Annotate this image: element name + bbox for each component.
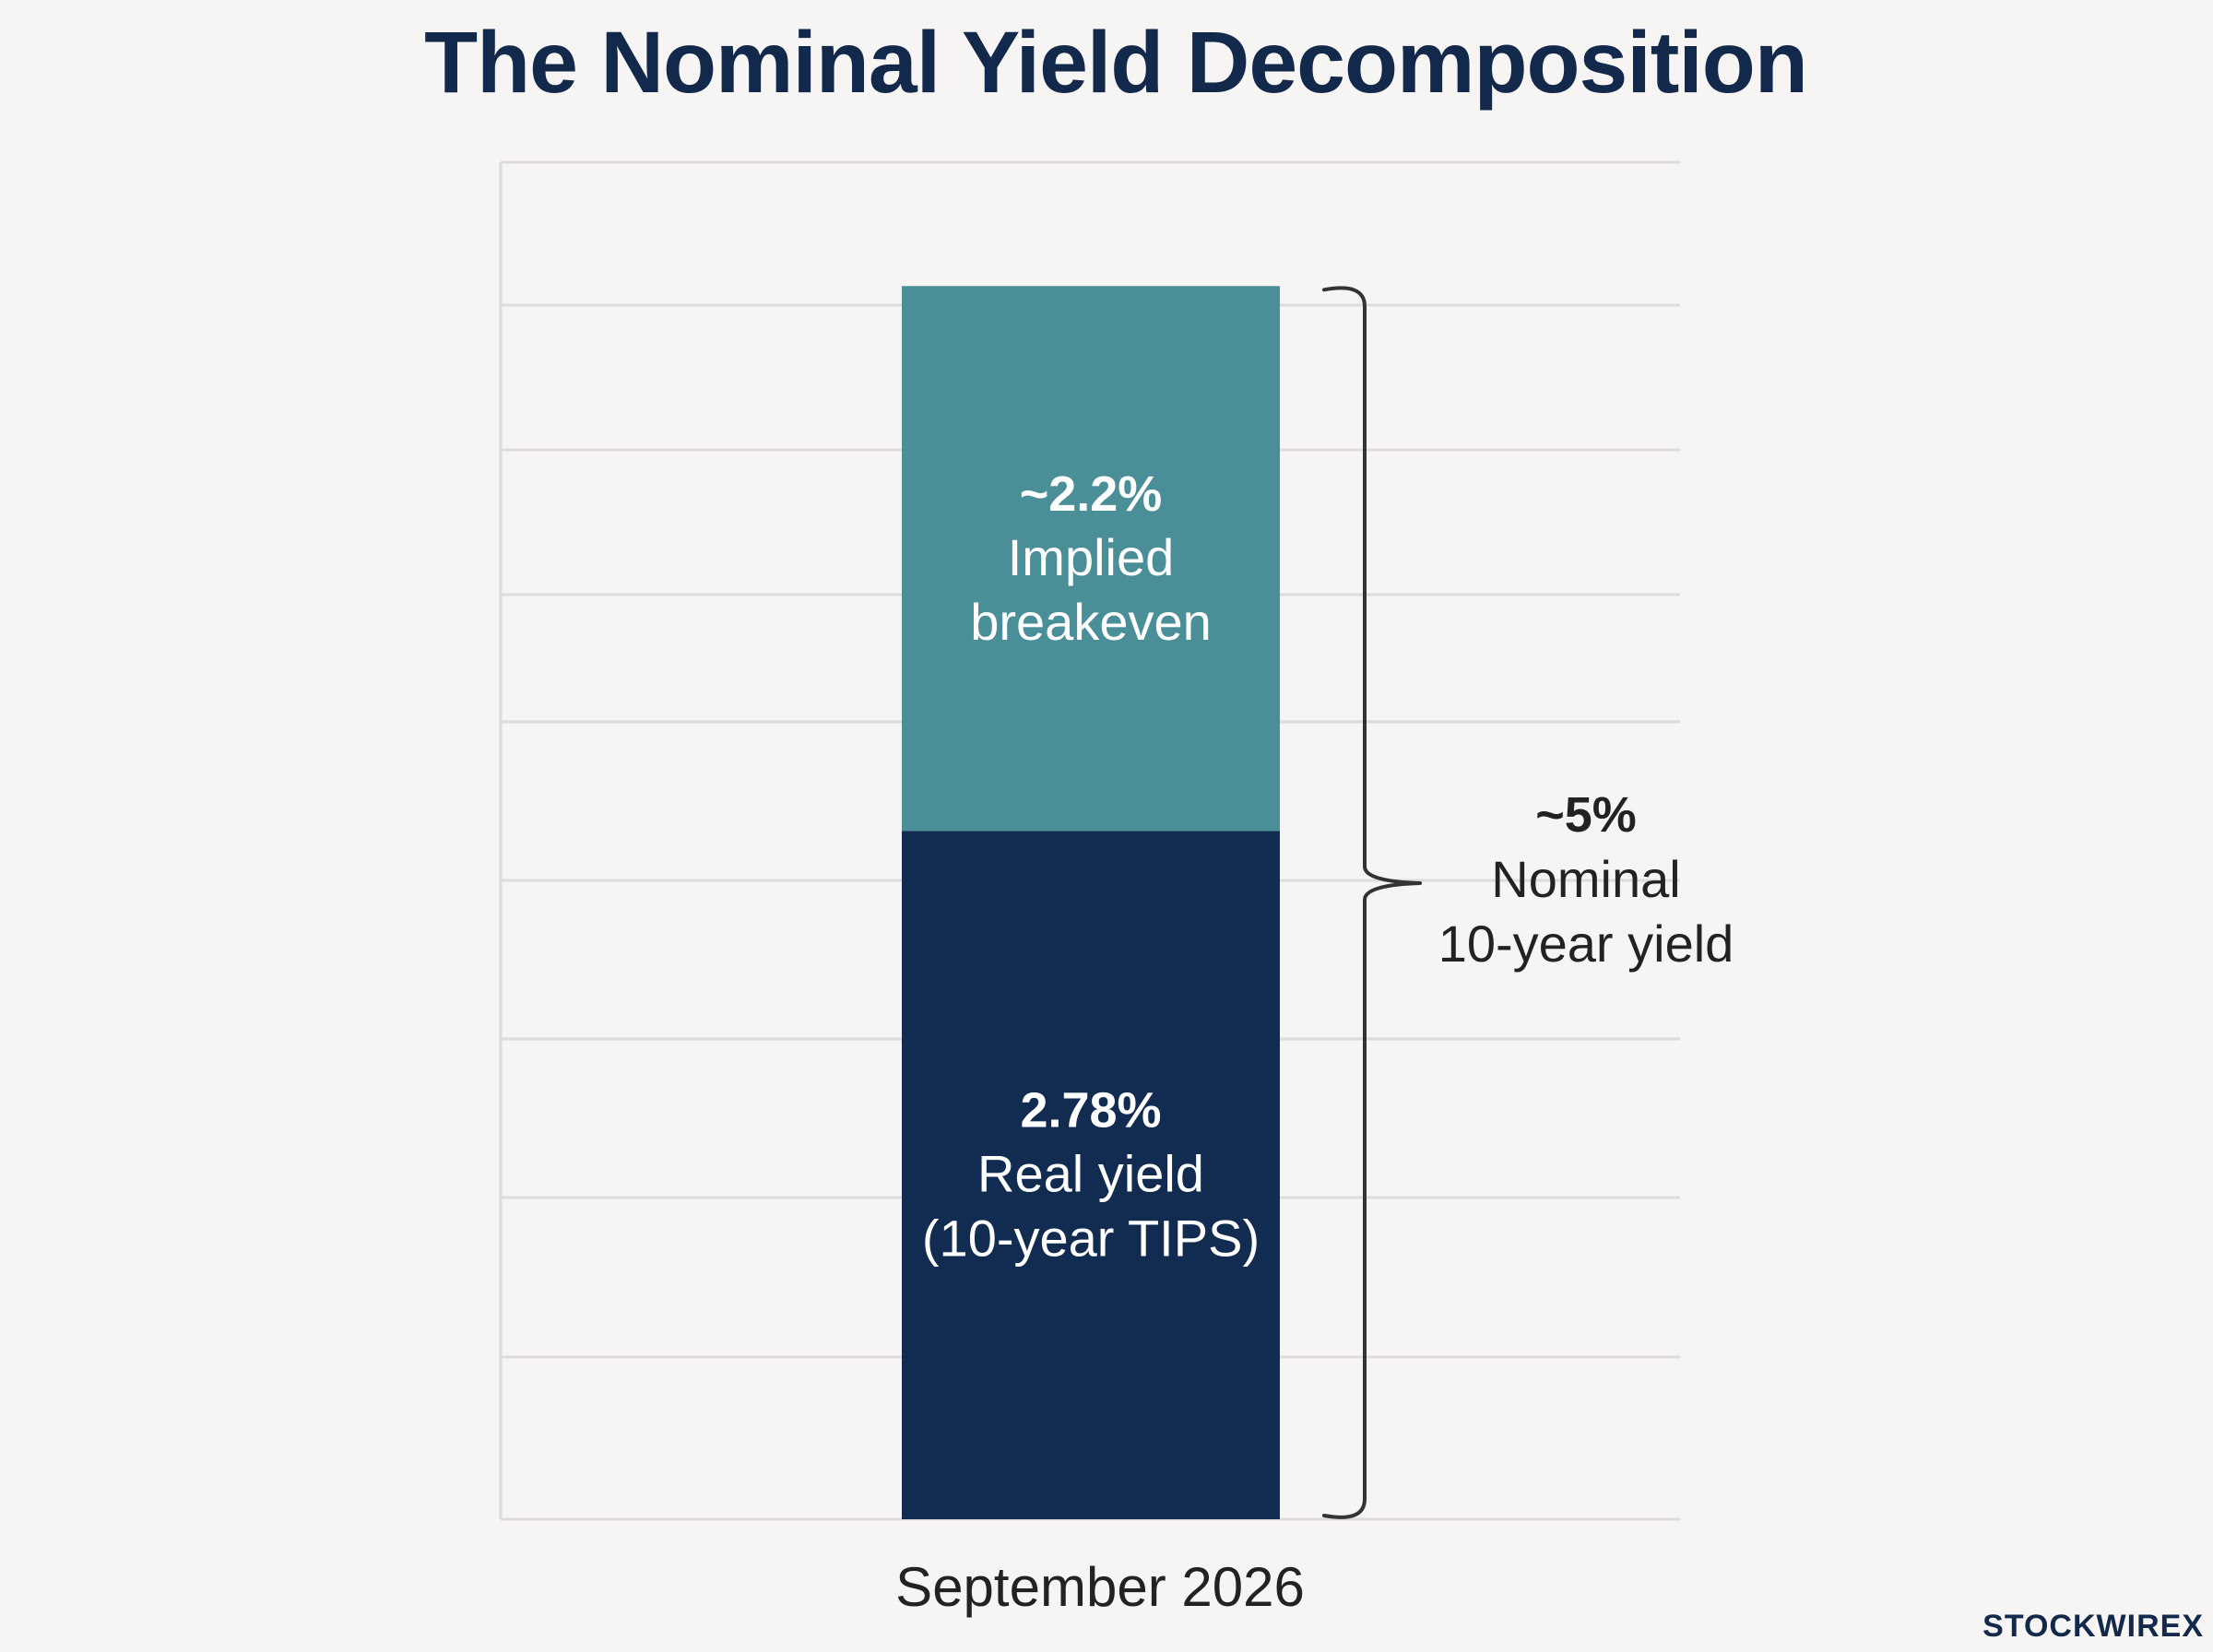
segment-name-label: Implied: [1008, 528, 1175, 586]
segment-name-label: (10-year TIPS): [922, 1210, 1260, 1268]
stacked-bar: [902, 286, 1280, 1519]
bar-segment-real-yield: [902, 831, 1280, 1519]
total-value-label: ~5%: [1535, 787, 1637, 843]
chart-title: The Nominal Yield Decomposition: [424, 14, 1808, 112]
segment-value-label: 2.78%: [1020, 1083, 1161, 1139]
segment-name-label: Real yield: [977, 1145, 1204, 1203]
total-bracket: ~5% Nominal 10-year yield: [1322, 286, 1734, 1519]
brand-logo: STOCKWIREX: [1982, 1609, 2204, 1645]
bar-segment-breakeven: [902, 286, 1280, 832]
curly-bracket: [1322, 286, 1422, 1519]
segment-labels: 2.78% Real yield (10-year TIPS) ~2.2% Implie…: [922, 466, 1260, 1268]
x-category-label: September 2026: [895, 1556, 1305, 1618]
segment-name-label: breakeven: [970, 593, 1212, 651]
total-name-label: 10-year yield: [1438, 914, 1734, 973]
brand-mark: X: [2182, 1609, 2204, 1644]
total-name-label: Nominal: [1491, 850, 1680, 908]
segment-value-label: ~2.2%: [1020, 466, 1163, 522]
brand-name: STOCKWIRE: [1982, 1609, 2183, 1644]
